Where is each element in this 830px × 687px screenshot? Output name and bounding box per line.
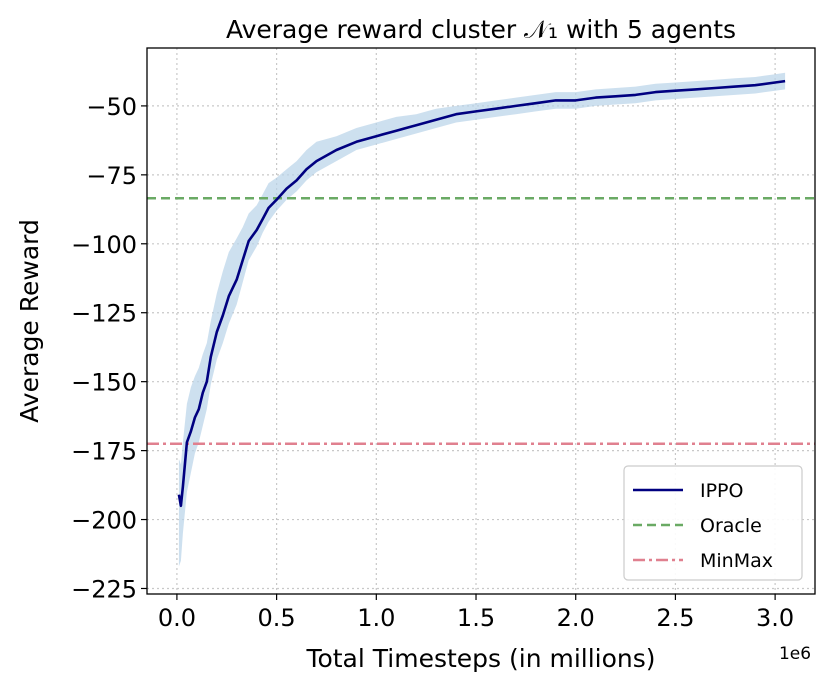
axes-frame [146, 47, 816, 595]
y-tick-label: −125 [71, 300, 137, 328]
legend-label: Oracle [700, 515, 762, 537]
series-lines [147, 79, 815, 508]
y-tick-label: −175 [71, 438, 137, 466]
x-tick-label: 2.0 [557, 604, 595, 632]
plot-frame [146, 47, 816, 595]
y-tick-label: −75 [86, 162, 137, 190]
x-tick-label: 0.0 [158, 604, 196, 632]
legend: IPPO Oracle MinMax [623, 465, 803, 581]
y-tick-label: −50 [86, 93, 137, 121]
y-tick-label: −225 [71, 575, 137, 603]
y-tick-label: −200 [71, 507, 137, 535]
x-tick-label: 3.0 [756, 604, 794, 632]
x-tick-label: 1.5 [457, 604, 495, 632]
x-tick-label: 0.5 [258, 604, 296, 632]
chart-title: Average reward cluster 𝒩₁ with 5 agents [226, 15, 736, 44]
legend-label: MinMax [700, 550, 773, 572]
x-axis-label: Total Timesteps (in millions) [305, 644, 655, 673]
y-tick-label: −150 [71, 369, 137, 397]
y-axis-label: Average Reward [15, 219, 44, 423]
x-tick-label: 1.0 [357, 604, 395, 632]
x-offset-label: 1e6 [779, 644, 811, 664]
legend-label: IPPO [700, 480, 743, 502]
legend-box [623, 465, 803, 581]
ticks: 0.0 0.5 1.0 1.5 2.0 2.5 3.0 −225 −200 −175 −150 −12… [71, 93, 794, 632]
ippo-line [177, 79, 786, 508]
y-tick-label: −100 [71, 231, 137, 259]
x-tick-label: 2.5 [656, 604, 694, 632]
